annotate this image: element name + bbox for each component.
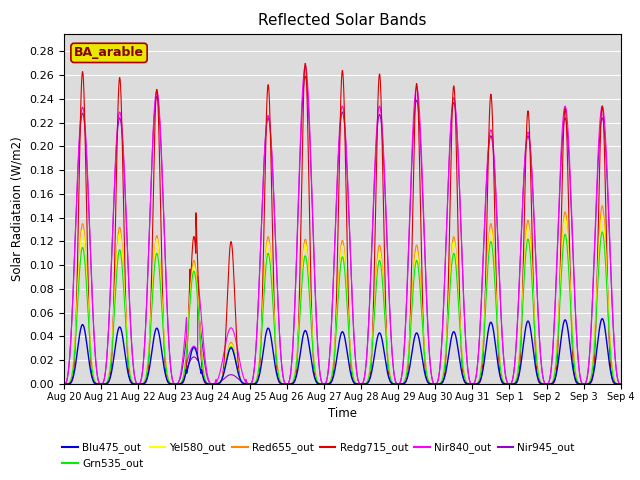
Nir945_out bbox=[415, 116, 423, 122]
Line: Nir945_out: Nir945_out bbox=[64, 76, 640, 384]
Yel580_out bbox=[636, 213, 640, 218]
Nir945_out bbox=[301, 73, 309, 79]
Blu475_out bbox=[636, 314, 640, 320]
Blu475_out bbox=[383, 368, 391, 374]
Line: Grn535_out: Grn535_out bbox=[64, 232, 640, 384]
Red655_out bbox=[569, 334, 577, 339]
Redg715_out bbox=[415, 143, 423, 148]
Blu475_out bbox=[183, 368, 191, 374]
Nir840_out bbox=[554, 243, 561, 249]
Nir840_out bbox=[415, 104, 423, 110]
Nir945_out bbox=[60, 381, 68, 387]
Nir840_out bbox=[183, 359, 191, 365]
Blu475_out bbox=[415, 336, 423, 342]
Grn535_out bbox=[415, 272, 423, 278]
Redg715_out bbox=[60, 381, 68, 387]
Nir840_out bbox=[383, 244, 391, 250]
Nir840_out bbox=[301, 63, 309, 69]
Redg715_out bbox=[183, 347, 191, 353]
Grn535_out bbox=[60, 381, 68, 387]
Grn535_out bbox=[383, 349, 391, 355]
Y-axis label: Solar Radiataion (W/m2): Solar Radiataion (W/m2) bbox=[11, 136, 24, 281]
Red655_out bbox=[636, 203, 640, 209]
Redg715_out bbox=[569, 351, 577, 357]
Text: BA_arable: BA_arable bbox=[74, 47, 144, 60]
Line: Red655_out: Red655_out bbox=[64, 206, 640, 384]
Grn535_out bbox=[524, 236, 532, 242]
Yel580_out bbox=[569, 335, 577, 341]
Blu475_out bbox=[554, 366, 561, 372]
Yel580_out bbox=[60, 381, 68, 387]
Redg715_out bbox=[301, 60, 309, 66]
Nir945_out bbox=[183, 365, 191, 371]
Title: Reflected Solar Bands: Reflected Solar Bands bbox=[258, 13, 427, 28]
Yel580_out bbox=[415, 264, 423, 270]
Blu475_out bbox=[524, 318, 532, 324]
Redg715_out bbox=[524, 108, 532, 114]
Red655_out bbox=[415, 258, 423, 264]
Nir840_out bbox=[60, 381, 68, 387]
Nir945_out bbox=[569, 244, 577, 250]
Blu475_out bbox=[60, 381, 68, 387]
Red655_out bbox=[383, 346, 391, 351]
Redg715_out bbox=[383, 352, 391, 358]
X-axis label: Time: Time bbox=[328, 407, 357, 420]
Red655_out bbox=[60, 381, 68, 387]
Nir945_out bbox=[554, 249, 561, 254]
Line: Blu475_out: Blu475_out bbox=[64, 317, 640, 384]
Nir945_out bbox=[383, 248, 391, 254]
Grn535_out bbox=[183, 342, 191, 348]
Nir840_out bbox=[569, 239, 577, 244]
Nir840_out bbox=[524, 130, 532, 135]
Nir945_out bbox=[524, 133, 532, 139]
Grn535_out bbox=[569, 340, 577, 346]
Yel580_out bbox=[383, 348, 391, 353]
Line: Redg715_out: Redg715_out bbox=[64, 63, 640, 384]
Yel580_out bbox=[183, 340, 191, 346]
Blu475_out bbox=[569, 363, 577, 369]
Line: Nir840_out: Nir840_out bbox=[64, 66, 640, 384]
Red655_out bbox=[524, 217, 532, 223]
Yel580_out bbox=[554, 342, 561, 348]
Line: Yel580_out: Yel580_out bbox=[64, 216, 640, 384]
Grn535_out bbox=[636, 229, 640, 235]
Yel580_out bbox=[524, 223, 532, 229]
Red655_out bbox=[554, 341, 561, 347]
Legend: Blu475_out, Grn535_out, Yel580_out, Red655_out, Redg715_out, Nir840_out, Nir945_: Blu475_out, Grn535_out, Yel580_out, Red6… bbox=[58, 438, 579, 474]
Red655_out bbox=[183, 338, 191, 344]
Redg715_out bbox=[554, 354, 561, 360]
Grn535_out bbox=[554, 346, 561, 352]
